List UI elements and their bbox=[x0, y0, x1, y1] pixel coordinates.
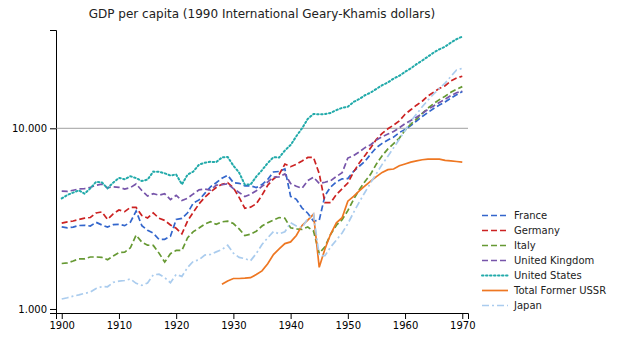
y-tick: 10.000 bbox=[12, 123, 56, 134]
legend-label: United States bbox=[514, 270, 582, 281]
y-axis: 1.000 10.000 bbox=[12, 31, 57, 315]
series-line bbox=[62, 68, 463, 299]
legend-entry: Italy bbox=[482, 240, 536, 251]
y-tick-mark bbox=[50, 128, 56, 129]
x-tick-label: 1950 bbox=[336, 320, 361, 331]
x-tick-mark bbox=[233, 313, 234, 319]
legend-swatch bbox=[482, 275, 508, 277]
legend-entry: United States bbox=[482, 270, 582, 281]
legend-swatch bbox=[482, 290, 508, 292]
legend-label: Italy bbox=[514, 240, 536, 251]
x-tick: 1900 bbox=[49, 313, 74, 331]
x-tick-label: 1970 bbox=[450, 320, 475, 331]
x-tick: 1940 bbox=[278, 313, 303, 331]
chart-svg: 1900 1910 1920 1930 1940 1950 1960 1970 1.000 10.… bbox=[0, 0, 618, 341]
y-tick-mark bbox=[50, 309, 56, 310]
x-tick-label: 1910 bbox=[107, 320, 132, 331]
x-tick-mark bbox=[462, 313, 463, 319]
legend-swatch bbox=[482, 245, 508, 247]
legend: France Germany Italy United Kingdom United S… bbox=[482, 210, 606, 311]
series-line bbox=[62, 87, 463, 264]
x-tick-mark bbox=[348, 313, 349, 319]
legend-entry: Germany bbox=[482, 225, 560, 236]
legend-entry: France bbox=[482, 210, 547, 221]
y-tick: 1.000 bbox=[18, 304, 56, 315]
axis-line bbox=[57, 314, 469, 320]
legend-entry: United Kingdom bbox=[482, 255, 594, 266]
y-tick-label: 1.000 bbox=[18, 304, 47, 315]
legend-swatch bbox=[482, 305, 508, 307]
legend-swatch bbox=[482, 215, 508, 217]
legend-swatch bbox=[482, 260, 508, 262]
x-tick: 1960 bbox=[393, 313, 418, 331]
x-tick-label: 1960 bbox=[393, 320, 418, 331]
series-line bbox=[222, 159, 462, 284]
series-line bbox=[62, 76, 463, 234]
legend-label: Total Former USSR bbox=[513, 285, 606, 296]
x-tick-mark bbox=[119, 313, 120, 319]
plot-area bbox=[56, 37, 468, 299]
legend-label: United Kingdom bbox=[514, 255, 594, 266]
series-line bbox=[62, 37, 463, 199]
x-tick-label: 1940 bbox=[278, 320, 303, 331]
chart-container: 1900 1910 1920 1930 1940 1950 1960 1970 1.000 10.… bbox=[0, 0, 618, 341]
axis-line bbox=[50, 31, 57, 314]
x-tick: 1920 bbox=[164, 313, 189, 331]
x-axis: 1900 1910 1920 1930 1940 1950 1960 1970 bbox=[49, 313, 475, 331]
series-line bbox=[62, 91, 463, 200]
x-tick: 1950 bbox=[336, 313, 361, 331]
chart-title: GDP per capita (1990 International Geary… bbox=[89, 7, 436, 21]
x-tick-mark bbox=[176, 313, 177, 319]
x-tick-mark bbox=[62, 313, 63, 319]
legend-label: Germany bbox=[514, 225, 560, 236]
legend-label: Japan bbox=[513, 300, 542, 311]
legend-entry: Japan bbox=[482, 300, 542, 311]
x-tick-mark bbox=[291, 313, 292, 319]
x-tick-label: 1900 bbox=[49, 320, 74, 331]
x-tick: 1930 bbox=[221, 313, 246, 331]
x-tick-label: 1920 bbox=[164, 320, 189, 331]
legend-entry: Total Former USSR bbox=[482, 285, 606, 296]
x-tick: 1970 bbox=[450, 313, 475, 331]
x-tick-mark bbox=[405, 313, 406, 319]
legend-swatch bbox=[482, 230, 508, 232]
x-tick-label: 1930 bbox=[221, 320, 246, 331]
legend-label: France bbox=[514, 210, 547, 221]
y-tick-label: 10.000 bbox=[12, 123, 47, 134]
x-tick: 1910 bbox=[107, 313, 132, 331]
